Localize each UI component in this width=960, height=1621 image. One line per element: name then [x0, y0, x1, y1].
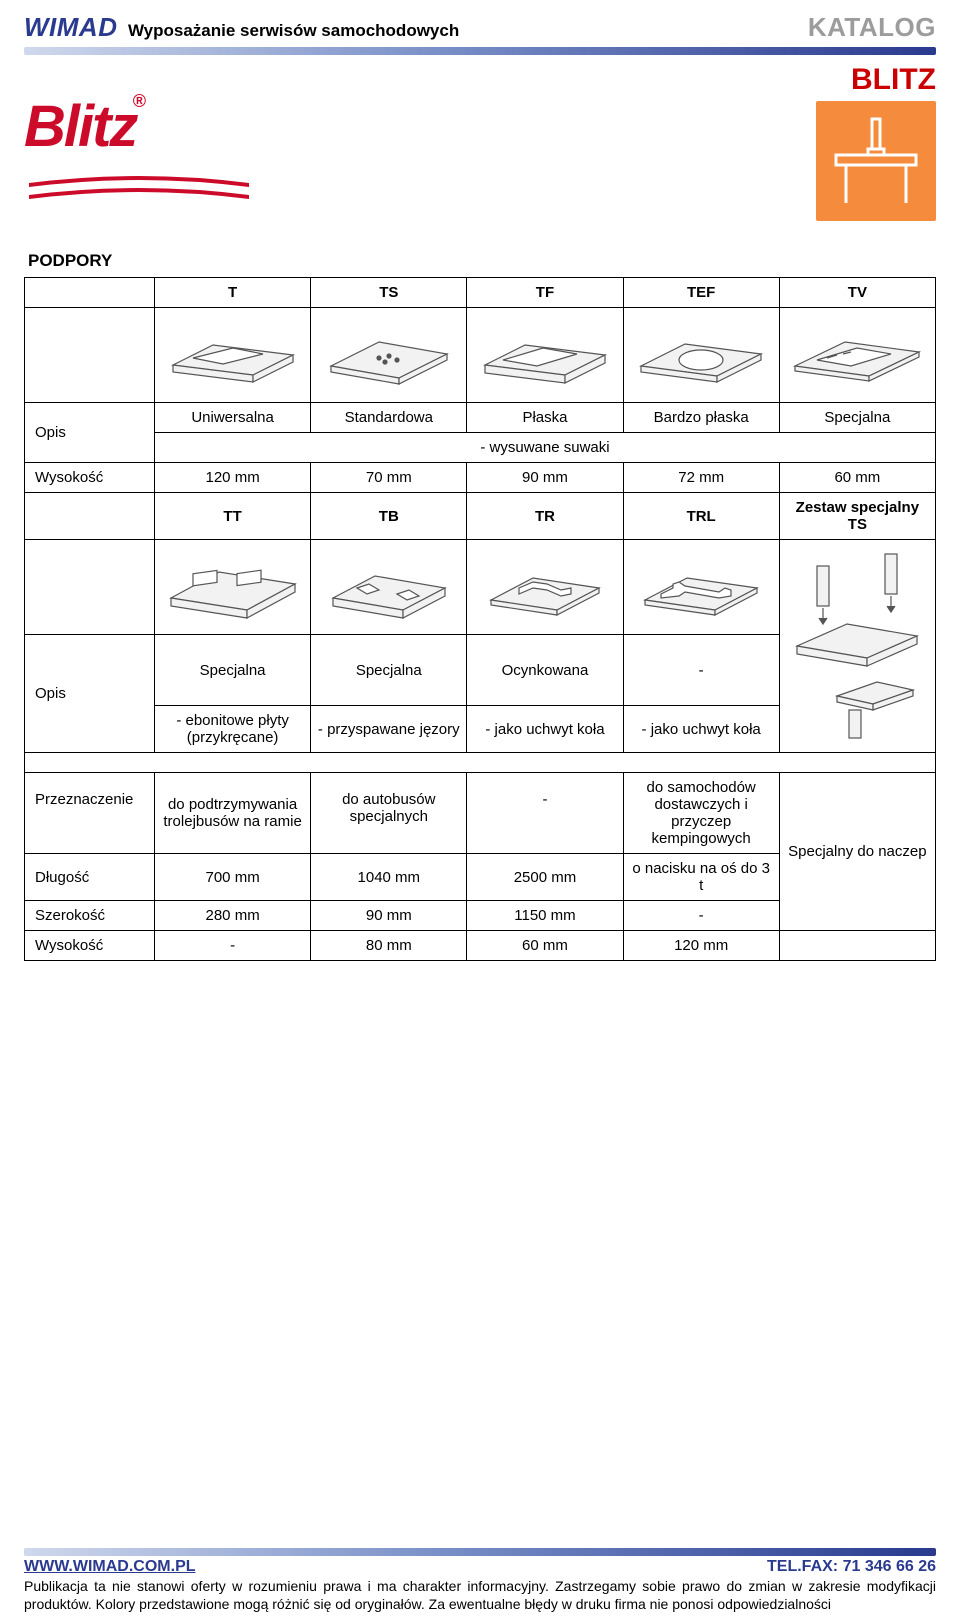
cell-empty — [25, 278, 155, 308]
row-label: Opis — [25, 403, 155, 463]
col-header: T — [155, 278, 311, 308]
product-image-cell — [155, 308, 311, 403]
product-brand-title: BLITZ — [24, 63, 936, 97]
cell: do samochodów dostawczych i przyczep kem… — [623, 773, 779, 854]
section-title: PODPORY — [28, 251, 936, 271]
product-image-cell — [779, 540, 935, 753]
cell: Bardzo płaska — [623, 403, 779, 433]
cell: 1150 mm — [467, 901, 623, 931]
col-header: TRL — [623, 493, 779, 540]
cell: - jako uchwyt koła — [623, 706, 779, 753]
table-row: TT TB TR TRL Zestaw specjalny TS — [25, 493, 936, 540]
cell: - przyspawane jęzory — [311, 706, 467, 753]
cell: 90 mm — [311, 901, 467, 931]
cell: - — [467, 773, 623, 854]
cell: 280 mm — [155, 901, 311, 931]
cell: - jako uchwyt koła — [467, 706, 623, 753]
footer-divider — [24, 1548, 936, 1556]
row-label: Szerokość — [25, 901, 155, 931]
cell: 1040 mm — [311, 854, 467, 901]
header-divider — [24, 47, 936, 55]
blitz-swoosh-icon — [24, 173, 254, 203]
product-image-cell — [467, 540, 623, 635]
cell: - — [623, 901, 779, 931]
logo-row: Blitz® — [24, 101, 936, 221]
col-header: TR — [467, 493, 623, 540]
product-image-cell — [623, 308, 779, 403]
cell: 60 mm — [467, 931, 623, 961]
table-row: Opis Uniwersalna Standardowa Płaska Bard… — [25, 403, 936, 433]
col-header: TB — [311, 493, 467, 540]
table-row: Wysokość - 80 mm 60 mm 120 mm — [25, 931, 936, 961]
cell: - — [623, 635, 779, 706]
cell-right-note: Specjalny do naczep — [779, 773, 935, 931]
col-header: TF — [467, 278, 623, 308]
cell: 72 mm — [623, 463, 779, 493]
cell: Ocynkowana — [467, 635, 623, 706]
cell: 60 mm — [779, 463, 935, 493]
cell-empty — [25, 493, 155, 540]
cell-empty — [25, 308, 155, 403]
cell: 120 mm — [155, 463, 311, 493]
katalog-label: KATALOG — [808, 12, 936, 43]
cell-empty — [779, 931, 935, 961]
cell: 80 mm — [311, 931, 467, 961]
cell: Uniwersalna — [155, 403, 311, 433]
product-image-cell — [311, 308, 467, 403]
footer-tel: TEL.FAX: 71 346 66 26 — [767, 1558, 936, 1576]
row-label: Długość — [25, 854, 155, 901]
cell: Specjalna — [779, 403, 935, 433]
cell: 70 mm — [311, 463, 467, 493]
product-image-cell — [467, 308, 623, 403]
table-row — [25, 540, 936, 635]
product-image-cell — [779, 308, 935, 403]
blitz-logo-r: ® — [132, 91, 143, 111]
cell: 90 mm — [467, 463, 623, 493]
row-label: Wysokość — [25, 463, 155, 493]
cell: do autobusów specjalnych — [311, 773, 467, 854]
brand-name: WIMAD — [24, 12, 117, 42]
col-header: Zestaw specjalny TS — [779, 493, 935, 540]
lift-category-icon — [816, 101, 936, 221]
blitz-logo: Blitz® — [24, 101, 274, 221]
page-footer: WWW.WIMAD.COM.PL TEL.FAX: 71 346 66 26 P… — [24, 1548, 936, 1613]
col-header: TV — [779, 278, 935, 308]
table-row: T TS TF TEF TV — [25, 278, 936, 308]
row-label: Wysokość — [25, 931, 155, 961]
product-image-cell — [311, 540, 467, 635]
cell-empty — [25, 540, 155, 635]
cell: 700 mm — [155, 854, 311, 901]
col-header: TS — [311, 278, 467, 308]
cell: - ebonitowe płyty (przykręcane) — [155, 706, 311, 753]
cell: 120 mm — [623, 931, 779, 961]
brand-subtitle: Wyposażanie serwisów samochodowych — [128, 21, 459, 40]
table-row: Przeznaczenie do podtrzymywania trolejbu… — [25, 773, 936, 854]
cell: do podtrzymywania trolejbusów na ramie — [155, 773, 311, 854]
footer-url[interactable]: WWW.WIMAD.COM.PL — [24, 1558, 196, 1576]
col-header: TEF — [623, 278, 779, 308]
blitz-logo-text: Blitz® — [24, 94, 148, 159]
product-image-cell — [623, 540, 779, 635]
table-row: Wysokość 120 mm 70 mm 90 mm 72 mm 60 mm — [25, 463, 936, 493]
header-row: WIMAD Wyposażanie serwisów samochodowych… — [24, 12, 936, 43]
row-label: Przeznaczenie — [25, 773, 155, 854]
blitz-logo-word: Blitz — [24, 94, 136, 159]
brand-block: WIMAD Wyposażanie serwisów samochodowych — [24, 12, 459, 43]
table-row — [25, 308, 936, 403]
product-image-cell — [155, 540, 311, 635]
row-label: Opis — [25, 635, 155, 753]
cell: o nacisku na oś do 3 t — [623, 854, 779, 901]
cell: Specjalna — [311, 635, 467, 706]
cell: Płaska — [467, 403, 623, 433]
supports-table-1: T TS TF TEF TV Opis Un — [24, 277, 936, 961]
cell-suwaki: - wysuwane suwaki — [155, 433, 936, 463]
footer-disclaimer: Publikacja ta nie stanowi oferty w rozum… — [24, 1578, 936, 1613]
cell: - — [155, 931, 311, 961]
table-row: - wysuwane suwaki — [25, 433, 936, 463]
cell: 2500 mm — [467, 854, 623, 901]
col-header: TT — [155, 493, 311, 540]
cell: Specjalna — [155, 635, 311, 706]
cell: Standardowa — [311, 403, 467, 433]
